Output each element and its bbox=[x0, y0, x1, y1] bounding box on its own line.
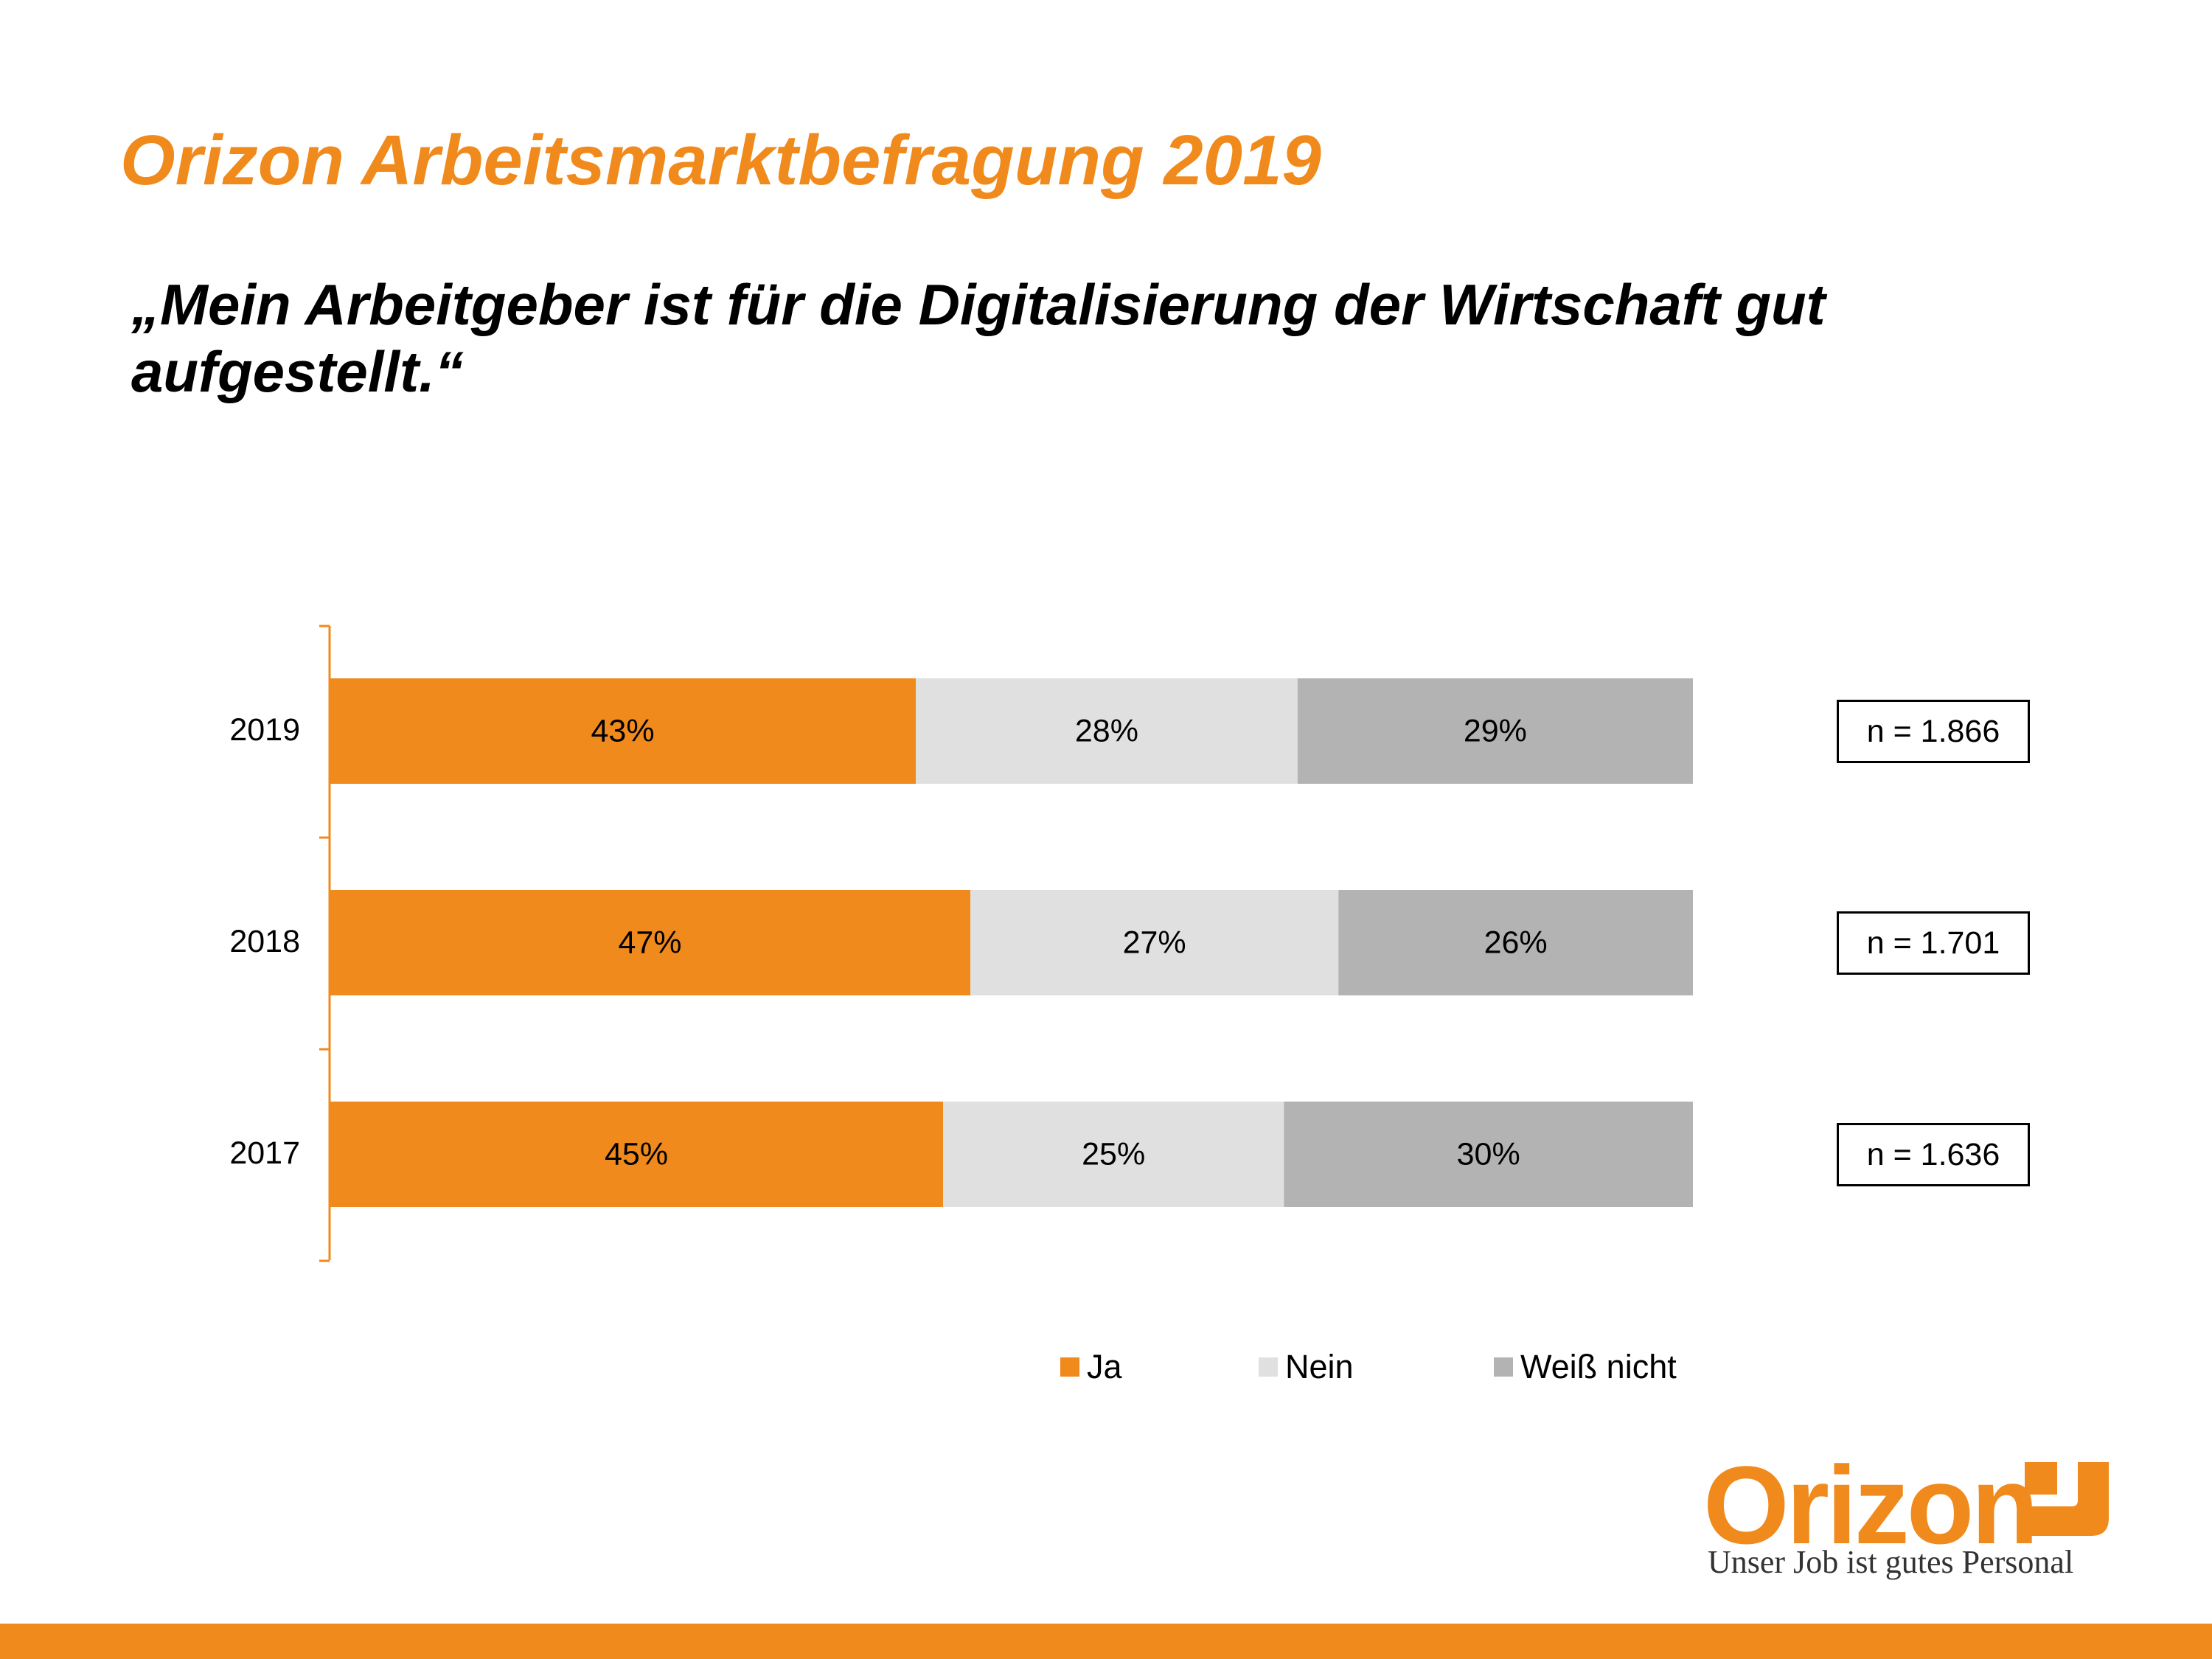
sample-size-box-2018: n = 1.701 bbox=[1837, 911, 2030, 975]
data-label-weiss-nicht-2018: 26% bbox=[1484, 925, 1548, 961]
data-label-weiss-nicht-2019: 29% bbox=[1464, 714, 1527, 749]
stacked-bar-chart: 43% 28% 29% 47% 27% 26% 45% 25% 30% bbox=[319, 625, 1693, 1262]
data-label-nein-2017: 25% bbox=[1082, 1137, 1145, 1172]
legend-item-weiss-nicht: Weiß nicht bbox=[1494, 1348, 1677, 1386]
logo-mark-icon bbox=[2025, 1462, 2109, 1536]
bottom-accent-bar bbox=[0, 1624, 2212, 1659]
bar-nein-2017 bbox=[943, 1102, 1284, 1207]
logo-tagline: Unser Job ist gutes Personal bbox=[1708, 1544, 2074, 1580]
bar-ja-2017 bbox=[330, 1102, 944, 1207]
category-label-2018: 2018 bbox=[229, 923, 300, 959]
bar-ja-2018 bbox=[330, 890, 971, 995]
bar-ja-2019 bbox=[330, 678, 917, 784]
legend-swatch bbox=[1494, 1357, 1513, 1377]
legend-label: Weiß nicht bbox=[1520, 1348, 1677, 1385]
data-label-weiss-nicht-2017: 30% bbox=[1457, 1137, 1520, 1172]
bar-weiss-nicht-2017 bbox=[1284, 1102, 1693, 1207]
logo-wordmark: Orizon bbox=[1703, 1443, 2039, 1567]
bar-weiss-nicht-2018 bbox=[1338, 890, 1693, 995]
data-label-ja-2017: 45% bbox=[605, 1137, 668, 1172]
page-title: Orizon Arbeitsmarktbefragung 2019 bbox=[120, 121, 1321, 200]
legend-swatch bbox=[1259, 1357, 1278, 1377]
legend-item-ja: Ja bbox=[1060, 1348, 1122, 1386]
category-label-2017: 2017 bbox=[229, 1135, 300, 1171]
data-label-ja-2019: 43% bbox=[591, 714, 654, 749]
legend-swatch bbox=[1060, 1357, 1079, 1377]
sample-size-box-2019: n = 1.866 bbox=[1837, 700, 2030, 763]
sample-size-box-2017: n = 1.636 bbox=[1837, 1123, 2030, 1186]
bar-weiss-nicht-2019 bbox=[1297, 678, 1693, 784]
legend-label: Nein bbox=[1285, 1348, 1354, 1385]
legend-label: Ja bbox=[1087, 1348, 1122, 1385]
bar-nein-2019 bbox=[916, 678, 1298, 784]
data-label-nein-2019: 28% bbox=[1075, 714, 1138, 749]
data-label-nein-2018: 27% bbox=[1123, 925, 1186, 961]
bar-nein-2018 bbox=[970, 890, 1339, 995]
data-label-ja-2018: 47% bbox=[618, 925, 681, 961]
chart-subtitle: „Mein Arbeitgeber ist für die Digitalisi… bbox=[131, 272, 1826, 405]
category-label-2019: 2019 bbox=[229, 712, 300, 748]
legend-item-nein: Nein bbox=[1259, 1348, 1354, 1386]
